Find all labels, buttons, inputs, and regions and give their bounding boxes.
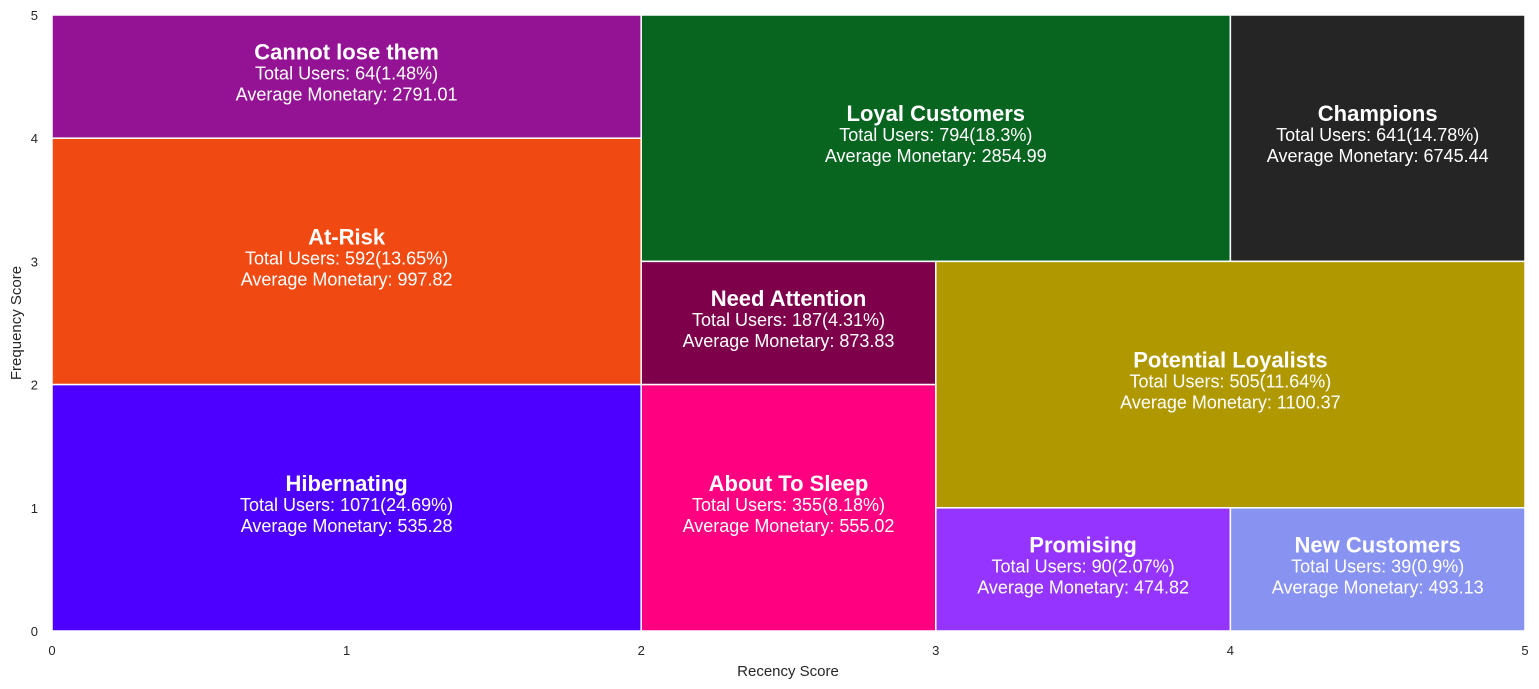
segment-name-hibernating: Hibernating bbox=[285, 471, 407, 496]
x-tick-label: 1 bbox=[343, 643, 350, 658]
segment-name-about-to-sleep: About To Sleep bbox=[709, 471, 869, 496]
segment-users-champions: Total Users: 641(14.78%) bbox=[1276, 125, 1479, 145]
segment-name-need-attention: Need Attention bbox=[711, 286, 867, 311]
ticks-layer: 0 1 2 3 4 5 0 1 2 3 4 5 bbox=[31, 8, 1529, 658]
segment-rect-hibernating bbox=[51, 383, 642, 632]
segment-users-new-customers: Total Users: 39(0.9%) bbox=[1291, 556, 1464, 576]
x-axis-label: Recency Score bbox=[737, 663, 839, 680]
segment-users-cannot-lose-them: Total Users: 64(1.48%) bbox=[255, 64, 438, 84]
segment-name-new-customers: New Customers bbox=[1295, 532, 1461, 557]
segment-rect-new-customers bbox=[1229, 507, 1526, 632]
segment-rect-potential-loyalists bbox=[935, 260, 1526, 509]
x-tick-label: 2 bbox=[638, 643, 645, 658]
segment-rect-loyal-customers bbox=[640, 14, 1232, 263]
segment-rect-promising bbox=[935, 507, 1232, 632]
segment-monetary-promising: Average Monetary: 474.82 bbox=[977, 577, 1189, 597]
segment-monetary-hibernating: Average Monetary: 535.28 bbox=[241, 516, 453, 536]
y-tick-label: 3 bbox=[31, 254, 38, 269]
x-tick-label: 0 bbox=[48, 643, 55, 658]
segment-monetary-potential-loyalists: Average Monetary: 1100.37 bbox=[1120, 393, 1340, 413]
y-tick-label: 5 bbox=[31, 8, 38, 23]
segment-name-potential-loyalists: Potential Loyalists bbox=[1133, 348, 1327, 373]
segment-users-at-risk: Total Users: 592(13.65%) bbox=[245, 248, 448, 268]
y-axis-label: Frequency Score bbox=[8, 266, 25, 380]
segment-monetary-loyal-customers: Average Monetary: 2854.99 bbox=[825, 146, 1047, 166]
segment-users-need-attention: Total Users: 187(4.31%) bbox=[692, 310, 885, 330]
segment-monetary-at-risk: Average Monetary: 997.82 bbox=[241, 269, 453, 289]
segment-users-potential-loyalists: Total Users: 505(11.64%) bbox=[1130, 372, 1332, 392]
segment-monetary-new-customers: Average Monetary: 493.13 bbox=[1272, 577, 1484, 597]
y-tick-label: 0 bbox=[31, 624, 38, 639]
segment-users-promising: Total Users: 90(2.07%) bbox=[992, 556, 1175, 576]
y-tick-label: 1 bbox=[31, 501, 38, 516]
x-tick-label: 4 bbox=[1227, 643, 1234, 658]
segment-name-champions: Champions bbox=[1318, 101, 1438, 126]
y-tick-label: 4 bbox=[31, 131, 38, 146]
y-tick-label: 2 bbox=[31, 378, 38, 393]
segment-monetary-champions: Average Monetary: 6745.44 bbox=[1267, 146, 1489, 166]
segment-name-loyal-customers: Loyal Customers bbox=[847, 101, 1026, 126]
segment-users-hibernating: Total Users: 1071(24.69%) bbox=[240, 495, 453, 515]
x-tick-label: 5 bbox=[1521, 643, 1528, 658]
segment-monetary-cannot-lose-them: Average Monetary: 2791.01 bbox=[236, 85, 458, 105]
segment-rect-champions bbox=[1229, 14, 1526, 263]
segment-name-cannot-lose-them: Cannot lose them bbox=[254, 40, 439, 65]
segment-users-loyal-customers: Total Users: 794(18.3%) bbox=[839, 125, 1032, 145]
segment-rect-cannot-lose-them bbox=[51, 14, 642, 139]
x-tick-label: 3 bbox=[932, 643, 939, 658]
segment-rect-need-attention bbox=[640, 260, 937, 386]
segment-monetary-about-to-sleep: Average Monetary: 555.02 bbox=[683, 516, 895, 536]
segment-users-about-to-sleep: Total Users: 355(8.18%) bbox=[692, 495, 885, 515]
segment-monetary-need-attention: Average Monetary: 873.83 bbox=[683, 331, 895, 351]
segment-name-at-risk: At-Risk bbox=[308, 224, 386, 249]
segment-name-promising: Promising bbox=[1029, 532, 1137, 557]
segment-rect-about-to-sleep bbox=[640, 383, 937, 632]
segment-rect-at-risk bbox=[51, 137, 642, 386]
